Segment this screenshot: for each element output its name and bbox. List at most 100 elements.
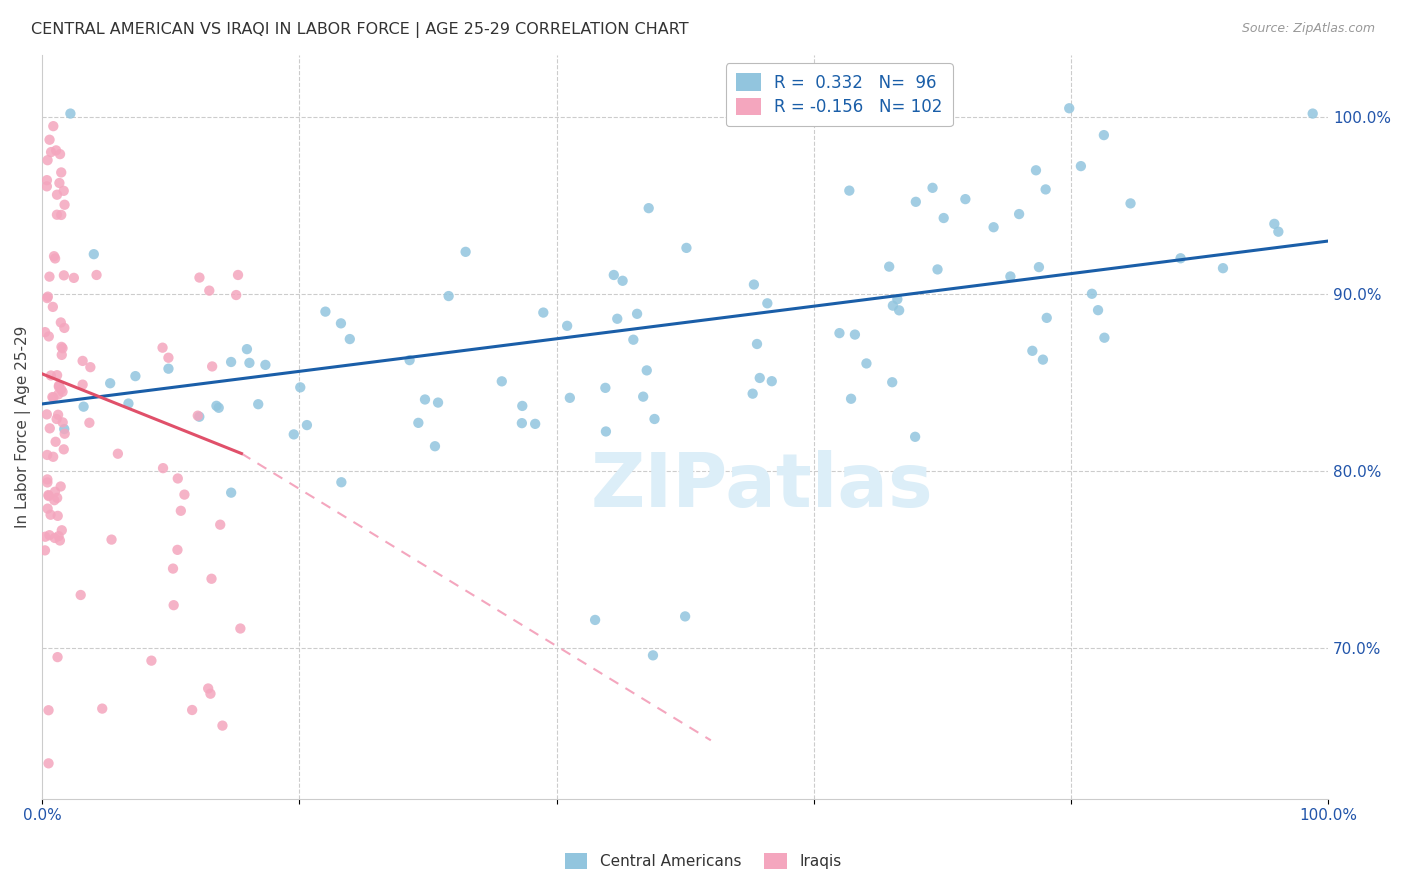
- Point: [46, 491, 69, 505]
- Point: [46, 408, 69, 422]
- Point: [219, 485, 242, 500]
- Point: [1092, 128, 1115, 142]
- Point: [855, 356, 877, 370]
- Point: [38, 489, 60, 503]
- Point: [34, 543, 56, 558]
- Point: [1119, 196, 1142, 211]
- Point: [644, 412, 666, 426]
- Point: [42, 300, 65, 314]
- Point: [636, 363, 658, 377]
- Point: [44, 484, 66, 499]
- Point: [42, 249, 65, 263]
- Point: [1092, 331, 1115, 345]
- Point: [52, 416, 75, 430]
- Point: [408, 416, 430, 430]
- Text: Source: ZipAtlas.com: Source: ZipAtlas.com: [1241, 22, 1375, 36]
- Point: [38, 528, 60, 542]
- Point: [211, 718, 233, 732]
- Point: [1008, 207, 1031, 221]
- Point: [48, 176, 70, 190]
- Point: [205, 399, 228, 413]
- Point: [748, 371, 770, 385]
- Point: [413, 392, 436, 407]
- Point: [612, 274, 634, 288]
- Legend: Central Americans, Iraqis: Central Americans, Iraqis: [558, 847, 848, 875]
- Point: [52, 184, 75, 198]
- Point: [38, 133, 60, 147]
- Point: [398, 353, 420, 368]
- Point: [86, 268, 108, 282]
- Point: [46, 208, 69, 222]
- Point: [53, 426, 76, 441]
- Point: [35, 408, 58, 422]
- Point: [226, 268, 249, 282]
- Point: [886, 292, 908, 306]
- Point: [838, 184, 860, 198]
- Point: [45, 412, 67, 426]
- Point: [491, 375, 513, 389]
- Point: [197, 681, 219, 696]
- Point: [1028, 260, 1050, 274]
- Point: [157, 351, 180, 365]
- Point: [45, 434, 67, 449]
- Point: [38, 756, 60, 771]
- Point: [1025, 163, 1047, 178]
- Point: [51, 208, 73, 222]
- Point: [756, 296, 779, 310]
- Point: [53, 198, 76, 212]
- Legend: R =  0.332   N=  96, R = -0.156   N= 102: R = 0.332 N= 96, R = -0.156 N= 102: [725, 63, 953, 127]
- Point: [761, 374, 783, 388]
- Point: [163, 598, 186, 612]
- Point: [1035, 310, 1057, 325]
- Point: [1057, 101, 1080, 115]
- Point: [1032, 352, 1054, 367]
- Point: [524, 417, 547, 431]
- Point: [188, 270, 211, 285]
- Point: [79, 416, 101, 430]
- Point: [181, 703, 204, 717]
- Point: [79, 360, 101, 375]
- Point: [437, 289, 460, 303]
- Point: [152, 341, 174, 355]
- Point: [921, 181, 943, 195]
- Point: [882, 376, 904, 390]
- Point: [983, 220, 1005, 235]
- Point: [219, 355, 242, 369]
- Point: [1035, 182, 1057, 196]
- Point: [51, 341, 73, 355]
- Point: [141, 654, 163, 668]
- Point: [37, 488, 59, 502]
- Point: [329, 316, 352, 330]
- Point: [51, 340, 73, 354]
- Point: [209, 517, 232, 532]
- Point: [955, 192, 977, 206]
- Point: [927, 262, 949, 277]
- Point: [117, 396, 139, 410]
- Point: [152, 461, 174, 475]
- Point: [882, 299, 904, 313]
- Point: [39, 368, 62, 383]
- Point: [198, 284, 221, 298]
- Point: [1263, 217, 1285, 231]
- Point: [1000, 269, 1022, 284]
- Point: [741, 386, 763, 401]
- Point: [37, 291, 59, 305]
- Point: [48, 379, 70, 393]
- Point: [37, 475, 59, 490]
- Point: [51, 348, 73, 362]
- Point: [229, 622, 252, 636]
- Point: [107, 447, 129, 461]
- Point: [51, 523, 73, 537]
- Point: [200, 687, 222, 701]
- Point: [844, 327, 866, 342]
- Point: [904, 430, 927, 444]
- Point: [51, 384, 73, 399]
- Point: [35, 173, 58, 187]
- Point: [59, 106, 82, 120]
- Point: [1021, 343, 1043, 358]
- Point: [46, 368, 69, 383]
- Point: [72, 400, 94, 414]
- Point: [51, 165, 73, 179]
- Point: [39, 145, 62, 160]
- Point: [53, 321, 76, 335]
